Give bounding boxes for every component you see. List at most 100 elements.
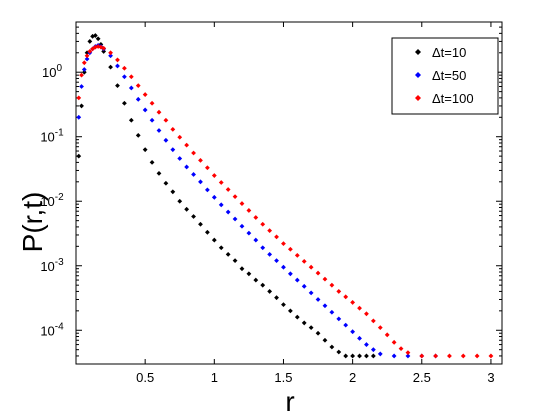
data-point <box>274 234 279 240</box>
data-point <box>239 223 245 229</box>
data-point <box>115 83 120 88</box>
data-point <box>287 308 293 314</box>
data-point <box>184 206 190 212</box>
data-point <box>163 117 169 123</box>
data-point <box>76 114 82 120</box>
data-point <box>115 63 120 69</box>
data-point <box>329 309 335 315</box>
data-point <box>149 159 155 165</box>
y-tick-base: 10 <box>40 194 54 209</box>
data-point <box>198 179 203 185</box>
data-point <box>336 349 342 355</box>
x-tick-label: 1.5 <box>274 370 292 385</box>
data-point <box>84 56 90 62</box>
data-point <box>156 109 162 115</box>
data-point <box>81 69 87 75</box>
legend-marker <box>415 95 421 101</box>
data-point <box>329 282 335 288</box>
data-point <box>225 187 231 192</box>
data-point <box>84 50 90 56</box>
plot-frame <box>75 21 503 365</box>
y-tick-exponent: -2 <box>55 192 64 203</box>
data-point <box>405 350 411 356</box>
data-point <box>357 305 362 311</box>
data-point <box>391 353 397 359</box>
data-point <box>135 96 141 102</box>
data-point <box>260 221 266 227</box>
data-point <box>336 289 342 294</box>
data-point <box>142 147 148 153</box>
data-point <box>350 300 356 305</box>
data-point <box>308 325 314 330</box>
y-tick-label: 10-2 <box>40 192 64 209</box>
data-point <box>128 74 134 80</box>
data-point <box>246 230 252 236</box>
legend-label: Δt=100 <box>432 91 474 106</box>
y-tick-base: 10 <box>40 323 54 338</box>
data-point <box>79 72 84 78</box>
x-tick-label: 3 <box>487 370 494 385</box>
legend-label: Δt=50 <box>432 68 466 83</box>
data-point <box>163 180 169 186</box>
data-point <box>218 245 224 251</box>
data-point <box>135 83 141 88</box>
data-point <box>294 277 300 283</box>
data-point <box>128 117 134 123</box>
data-point <box>433 353 439 359</box>
data-point <box>79 103 84 109</box>
legend: Δt=10 Δt=50 Δt=100 <box>391 37 499 115</box>
data-point <box>218 202 224 208</box>
data-point <box>267 228 273 234</box>
data-point <box>343 322 349 328</box>
data-point <box>281 241 286 247</box>
data-point <box>364 342 369 347</box>
data-point <box>398 346 404 351</box>
data-point <box>177 134 183 140</box>
y-tick-exponent: -1 <box>55 128 64 139</box>
data-point <box>239 266 245 272</box>
legend-marker <box>415 49 421 55</box>
data-point <box>90 33 95 39</box>
data-point <box>149 100 155 106</box>
data-point <box>405 353 411 359</box>
data-point <box>204 229 210 235</box>
data-point <box>122 100 127 106</box>
data-point <box>370 318 376 324</box>
data-point <box>364 353 369 359</box>
data-point <box>149 117 155 123</box>
series-layer <box>76 33 494 359</box>
data-point <box>322 303 328 309</box>
data-point <box>377 351 383 357</box>
data-point <box>84 53 90 59</box>
data-point <box>135 132 141 138</box>
x-axis-label: r <box>285 386 294 417</box>
data-point <box>76 153 82 159</box>
data-point <box>108 53 113 59</box>
y-tick-label: 10-1 <box>40 128 64 145</box>
data-point <box>260 245 266 251</box>
data-point <box>81 67 87 72</box>
y-tick-base: 10 <box>40 130 54 145</box>
data-point <box>301 283 307 289</box>
data-point <box>460 353 466 359</box>
data-point <box>391 339 397 345</box>
data-point <box>322 337 328 343</box>
data-point <box>447 353 452 359</box>
data-point <box>90 46 95 52</box>
data-point <box>246 271 252 277</box>
data-point <box>87 49 93 54</box>
x-tick-label: 2.5 <box>413 370 431 385</box>
data-point <box>260 282 266 288</box>
data-point <box>177 156 183 161</box>
data-point <box>267 251 273 257</box>
data-point <box>156 128 162 133</box>
data-point <box>142 92 148 97</box>
data-point <box>274 295 279 301</box>
data-point <box>343 294 349 300</box>
legend-label: Δt=10 <box>432 45 466 60</box>
data-point <box>267 289 273 294</box>
data-point <box>170 147 176 153</box>
data-point <box>350 353 356 359</box>
